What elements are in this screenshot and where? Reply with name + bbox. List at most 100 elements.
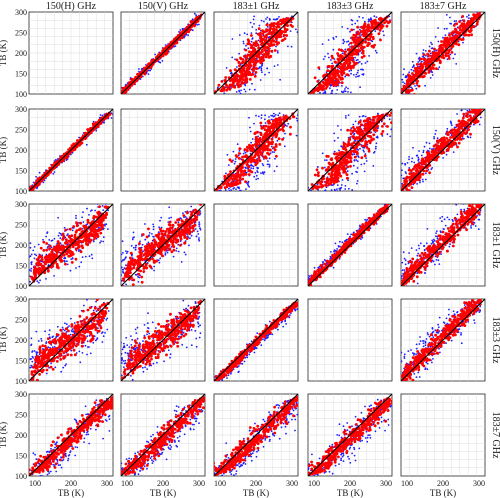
scatter-point	[247, 71, 251, 75]
scatter-point	[259, 36, 262, 40]
scatter-point	[316, 166, 319, 168]
scatter-point	[388, 20, 392, 24]
scatter-point	[313, 173, 317, 177]
scatter-point	[373, 43, 376, 47]
scatter-point	[268, 116, 270, 118]
scatter-point	[130, 77, 134, 81]
scatter-point	[429, 52, 432, 55]
scatter-point	[324, 81, 328, 84]
scatter-point	[372, 133, 376, 137]
scatter-point	[373, 15, 376, 18]
scatter-point	[352, 33, 356, 37]
scatter-point	[455, 22, 459, 26]
scatter-point	[372, 137, 375, 141]
scatter-point	[264, 124, 268, 128]
scatter-point	[265, 28, 268, 32]
scatter-point	[118, 96, 121, 99]
scatter-point	[235, 91, 238, 93]
scatter-point	[412, 146, 414, 149]
scatter-point	[360, 144, 364, 148]
panel-r2-c5	[400, 101, 486, 192]
scatter-point	[346, 27, 349, 30]
scatter-point	[408, 71, 411, 74]
scatter-point	[343, 61, 346, 65]
scatter-point	[342, 170, 346, 174]
scatter-point	[349, 30, 351, 33]
scatter-point	[268, 128, 272, 132]
scatter-point	[437, 58, 440, 61]
scatter-point	[482, 4, 485, 7]
scatter-point	[333, 152, 337, 156]
scatter-point	[253, 88, 256, 91]
scatter-point	[370, 17, 372, 20]
scatter-point	[354, 22, 357, 25]
scatter-point	[365, 145, 369, 149]
scatter-point	[252, 167, 255, 170]
scatter-point	[368, 120, 372, 124]
scatter-point	[362, 73, 365, 75]
scatter-point	[343, 52, 347, 56]
scatter-point	[241, 81, 244, 85]
scatter-point	[366, 25, 369, 29]
scatter-point	[381, 130, 385, 133]
scatter-point	[259, 61, 263, 65]
scatter-point	[375, 142, 378, 145]
scatter-point	[310, 189, 313, 191]
scatter-point	[416, 66, 419, 70]
scatter-point	[422, 49, 425, 51]
scatter-point	[320, 84, 324, 87]
scatter-point	[350, 143, 354, 147]
scatter-point	[327, 52, 329, 55]
scatter-point	[350, 127, 353, 130]
scatter-point	[278, 143, 282, 146]
scatter-point	[264, 122, 267, 124]
scatter-point	[361, 51, 365, 55]
scatter-point	[253, 15, 256, 18]
scatter-point	[141, 67, 143, 70]
scatter-point	[255, 55, 259, 59]
scatter-point	[335, 164, 339, 168]
scatter-point	[336, 83, 339, 87]
scatter-point	[261, 32, 265, 35]
scatter-point	[350, 36, 354, 40]
scatter-point	[475, 101, 477, 103]
scatter-point	[278, 116, 282, 120]
scatter-point	[449, 48, 452, 51]
scatter-point	[147, 73, 150, 75]
scatter-point	[366, 44, 369, 47]
scatter-point	[268, 164, 271, 166]
scatter-point	[415, 52, 418, 55]
scatter-point	[257, 157, 261, 160]
scatter-point	[401, 87, 404, 91]
scatter-point	[266, 120, 270, 123]
scatter-point	[251, 138, 254, 140]
scatter-point	[428, 57, 432, 61]
scatter-point	[238, 64, 241, 68]
scatter-point	[265, 33, 268, 37]
scatter-point	[233, 85, 237, 89]
scatter-point	[125, 83, 127, 86]
scatter-point	[478, 123, 481, 126]
scatter-point	[275, 36, 279, 39]
scatter-point	[245, 188, 247, 191]
scatter-point	[250, 170, 254, 174]
scatter-point	[481, 9, 484, 12]
scatter-point	[360, 63, 363, 65]
scatter-point	[363, 162, 366, 165]
scatter-point	[420, 154, 423, 157]
scatter-point	[347, 48, 350, 51]
scatter-point	[121, 97, 123, 99]
scatter-point	[228, 158, 232, 162]
scatter-point	[327, 172, 331, 176]
scatter-point	[283, 27, 287, 31]
scatter-point	[374, 49, 377, 52]
scatter-point	[383, 21, 386, 25]
scatter-point	[260, 151, 264, 155]
scatter-point	[257, 154, 260, 158]
scatter-point	[465, 22, 469, 25]
scatter-point	[359, 86, 361, 89]
scatter-point	[352, 164, 355, 167]
scatter-point	[254, 138, 258, 142]
scatter-point	[437, 49, 440, 52]
scatter-point	[374, 147, 377, 150]
